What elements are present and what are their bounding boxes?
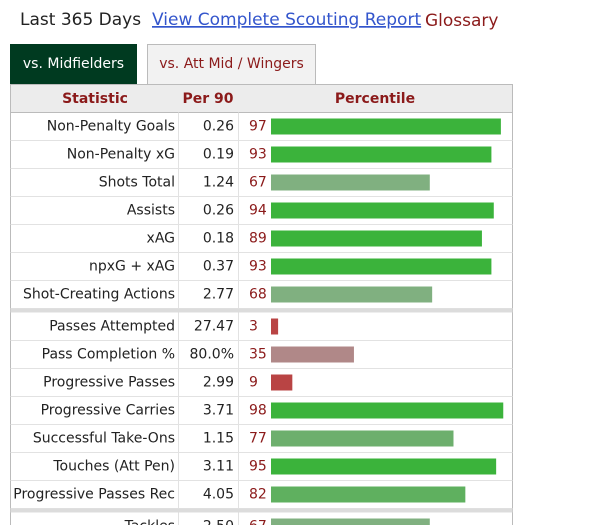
tab-active[interactable] — [10, 44, 137, 84]
percentile-value: 77 — [249, 431, 267, 447]
percentile-value: 67 — [249, 519, 267, 525]
percentile-bar — [271, 202, 494, 219]
group-separator — [10, 508, 513, 513]
percentile-bar — [271, 258, 492, 275]
percentile-bar — [271, 174, 430, 191]
per90-value: 2.77 — [203, 287, 234, 303]
per90-value: 0.37 — [203, 259, 234, 275]
per90-value: 3.71 — [203, 403, 234, 419]
glossary-link[interactable]: Glossary — [425, 11, 498, 31]
percentile-value: 93 — [249, 259, 267, 275]
statistic-label: Shots Total — [99, 175, 175, 191]
per90-value: 4.05 — [203, 487, 234, 503]
per90-value: 80.0% — [190, 347, 234, 363]
statistic-label: xAG — [147, 231, 175, 247]
percentile-bar — [271, 374, 293, 391]
tab-label[interactable]: vs. Midfielders — [23, 56, 124, 72]
statistic-label: Progressive Carries — [41, 403, 175, 419]
per90-value: 1.15 — [203, 431, 234, 447]
tab-label[interactable]: vs. Att Mid / Wingers — [159, 56, 304, 72]
percentile-bar — [271, 318, 279, 335]
percentile-value: 35 — [249, 347, 267, 363]
per90-value: 3.11 — [203, 459, 234, 475]
percentile-value: 98 — [249, 403, 267, 419]
percentile-value: 82 — [249, 487, 267, 503]
statistic-label: Assists — [127, 203, 175, 219]
percentile-bar — [271, 230, 482, 247]
statistic-label: Non-Penalty Goals — [47, 119, 175, 135]
statistic-label: Passes Attempted — [49, 319, 175, 335]
column-header: Percentile — [335, 91, 415, 107]
percentile-value: 3 — [249, 319, 258, 335]
percentile-value: 93 — [249, 147, 267, 163]
percentile-bar — [271, 458, 497, 475]
per90-value: 0.26 — [203, 119, 234, 135]
percentile-value: 68 — [249, 287, 267, 303]
group-separator — [10, 308, 513, 313]
tab[interactable] — [147, 44, 316, 85]
percentile-bar — [271, 402, 504, 419]
statistic-label: Progressive Passes Rec — [13, 487, 175, 503]
percentile-bar — [271, 118, 501, 135]
report-link[interactable]: View Complete Scouting Report — [152, 10, 421, 30]
percentile-bar — [271, 286, 433, 303]
statistic-label: Non-Penalty xG — [67, 147, 175, 163]
per90-value: 2.50 — [203, 519, 234, 525]
percentile-bar — [271, 146, 492, 163]
percentile-value: 95 — [249, 459, 267, 475]
statistic-label: Successful Take-Ons — [33, 431, 175, 447]
table-header — [10, 84, 513, 113]
statistic-label: Tackles — [124, 519, 175, 525]
percentile-bar — [271, 486, 466, 503]
period-label: Last 365 Days — [20, 10, 141, 30]
percentile-value: 9 — [249, 375, 258, 391]
statistic-label: Progressive Passes — [43, 375, 175, 391]
statistic-label: Pass Completion % — [42, 347, 175, 363]
per90-value: 0.19 — [203, 147, 234, 163]
percentile-bar — [271, 518, 430, 525]
percentile-value: 94 — [249, 203, 267, 219]
percentile-value: 67 — [249, 175, 267, 191]
percentile-value: 89 — [249, 231, 267, 247]
percentile-value: 97 — [249, 119, 267, 135]
statistic-label: Touches (Att Pen) — [52, 459, 175, 475]
statistic-label: Shot-Creating Actions — [23, 287, 175, 303]
statistic-label: npxG + xAG — [89, 259, 175, 275]
per90-value: 0.26 — [203, 203, 234, 219]
per90-value: 27.47 — [194, 319, 234, 335]
column-header: Statistic — [62, 91, 128, 107]
per90-value: 1.24 — [203, 175, 234, 191]
percentile-bar — [271, 346, 354, 363]
per90-value: 0.18 — [203, 231, 234, 247]
column-header: Per 90 — [182, 91, 233, 107]
per90-value: 2.99 — [203, 375, 234, 391]
percentile-bar — [271, 430, 454, 447]
